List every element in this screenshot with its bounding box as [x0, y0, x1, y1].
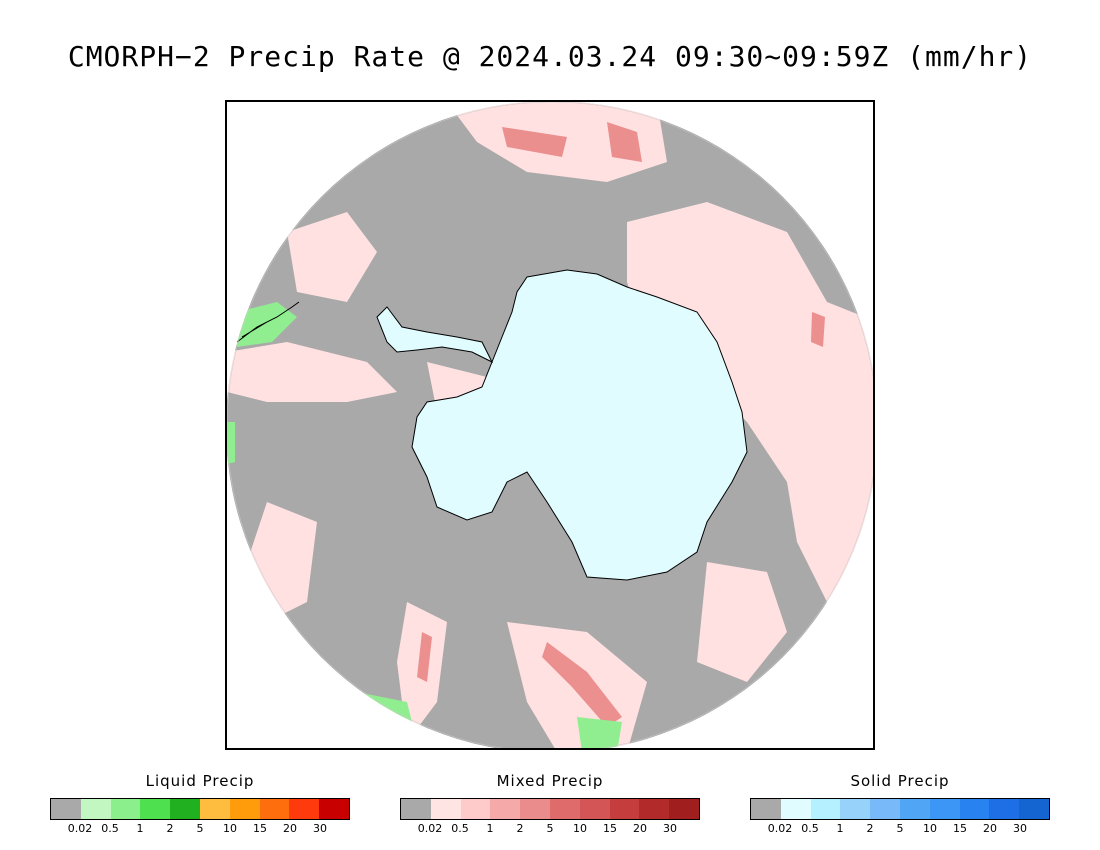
tick-label: 2	[866, 822, 874, 835]
color-swatch	[430, 799, 461, 819]
color-swatch	[319, 799, 349, 819]
antarctic-peninsula	[376, 306, 494, 364]
color-swatch	[199, 799, 230, 819]
mixed-precip-medium	[417, 122, 825, 727]
legend-solid: Solid Precip 0.02 0.5 1 2 5 10 15 20 30	[750, 772, 1050, 838]
tick-label: 20	[983, 822, 997, 835]
tick-labels: 0.02 0.5 1 2 5 10 15 20 30	[750, 822, 1050, 838]
color-swatch	[751, 799, 781, 819]
color-swatch	[259, 799, 290, 819]
chart-title: CMORPH−2 Precip Rate @ 2024.03.24 09:30~…	[67, 40, 1033, 73]
tick-label: 30	[1013, 822, 1027, 835]
color-swatch	[80, 799, 111, 819]
tick-label: 20	[283, 822, 297, 835]
color-swatch	[929, 799, 960, 819]
tick-label: 10	[573, 822, 587, 835]
color-swatch	[669, 799, 699, 819]
tick-label: 20	[633, 822, 647, 835]
color-swatch	[780, 799, 811, 819]
color-swatch	[229, 799, 260, 819]
tick-labels: 0.02 0.5 1 2 5 10 15 20 30	[50, 822, 350, 838]
color-swatch	[549, 799, 580, 819]
tick-label: 0.02	[767, 822, 793, 835]
antarctica-landmass	[411, 269, 748, 581]
color-swatch	[1019, 799, 1049, 819]
tick-label: 1	[136, 822, 144, 835]
tick-label: 5	[896, 822, 904, 835]
color-swatch	[840, 799, 871, 819]
color-swatch	[520, 799, 550, 819]
tick-labels: 0.02 0.5 1 2 5 10 15 20 30	[400, 822, 700, 838]
color-swatch	[810, 799, 841, 819]
legend-liquid: Liquid Precip 0.02 0.5 1 2 5 10 15 20 30	[50, 772, 350, 838]
color-swatch	[51, 799, 81, 819]
color-swatch	[490, 799, 521, 819]
tick-label: 1	[836, 822, 844, 835]
tick-label: 0.02	[417, 822, 443, 835]
tick-label: 15	[253, 822, 267, 835]
color-swatch	[170, 799, 200, 819]
tick-label: 15	[603, 822, 617, 835]
color-bar	[400, 798, 700, 820]
tick-label: 15	[953, 822, 967, 835]
tick-label: 0.5	[801, 822, 819, 835]
tick-label: 10	[223, 822, 237, 835]
color-bar	[750, 798, 1050, 820]
tick-label: 10	[923, 822, 937, 835]
color-swatch	[460, 799, 491, 819]
tick-label: 2	[516, 822, 524, 835]
tick-label: 0.02	[67, 822, 93, 835]
legend-title: Solid Precip	[850, 772, 950, 790]
color-swatch	[140, 799, 171, 819]
south-america-tip	[236, 301, 300, 343]
color-swatch	[899, 799, 930, 819]
tick-label: 30	[313, 822, 327, 835]
legend-mixed: Mixed Precip 0.02 0.5 1 2 5 10 15 20 30	[400, 772, 700, 838]
color-swatch	[110, 799, 141, 819]
color-swatch	[401, 799, 431, 819]
tick-label: 5	[546, 822, 554, 835]
color-bar	[50, 798, 350, 820]
color-swatch	[639, 799, 670, 819]
legend-title: Liquid Precip	[145, 772, 255, 790]
tick-label: 30	[663, 822, 677, 835]
color-swatch	[609, 799, 640, 819]
color-swatch	[870, 799, 900, 819]
tick-label: 0.5	[451, 822, 469, 835]
tick-label: 2	[166, 822, 174, 835]
color-swatch	[959, 799, 990, 819]
tick-label: 0.5	[101, 822, 119, 835]
legend-title: Mixed Precip	[496, 772, 604, 790]
color-swatch	[289, 799, 320, 819]
map-canvas	[227, 102, 873, 748]
precip-map	[225, 100, 875, 750]
tick-label: 5	[196, 822, 204, 835]
color-swatch	[579, 799, 610, 819]
color-swatch	[989, 799, 1020, 819]
tick-label: 1	[486, 822, 494, 835]
